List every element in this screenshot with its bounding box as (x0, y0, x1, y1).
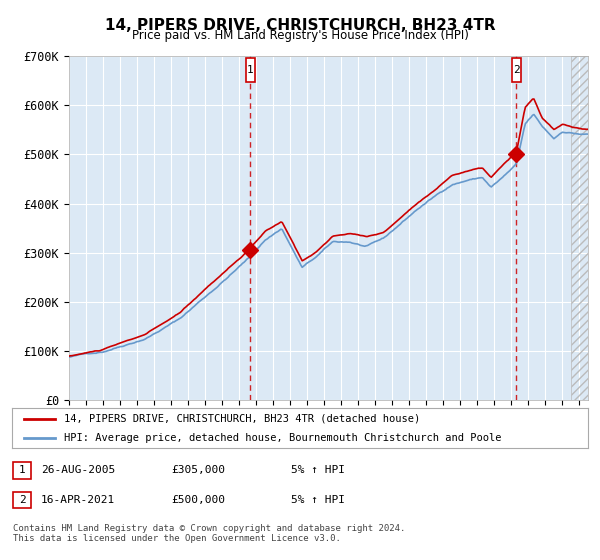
Text: £500,000: £500,000 (171, 495, 225, 505)
Text: 14, PIPERS DRIVE, CHRISTCHURCH, BH23 4TR (detached house): 14, PIPERS DRIVE, CHRISTCHURCH, BH23 4TR… (64, 414, 420, 424)
Text: HPI: Average price, detached house, Bournemouth Christchurch and Poole: HPI: Average price, detached house, Bour… (64, 433, 502, 443)
Text: 1: 1 (19, 465, 26, 475)
Text: Price paid vs. HM Land Registry's House Price Index (HPI): Price paid vs. HM Land Registry's House … (131, 29, 469, 42)
Text: Contains HM Land Registry data © Crown copyright and database right 2024.
This d: Contains HM Land Registry data © Crown c… (13, 524, 406, 543)
FancyBboxPatch shape (512, 58, 521, 82)
Text: 5% ↑ HPI: 5% ↑ HPI (291, 465, 345, 475)
Text: 2: 2 (513, 65, 520, 75)
Text: 5% ↑ HPI: 5% ↑ HPI (291, 495, 345, 505)
Text: 1: 1 (247, 65, 254, 75)
FancyBboxPatch shape (245, 58, 255, 82)
Text: 26-AUG-2005: 26-AUG-2005 (41, 465, 115, 475)
Text: 2: 2 (19, 495, 26, 505)
Text: 14, PIPERS DRIVE, CHRISTCHURCH, BH23 4TR: 14, PIPERS DRIVE, CHRISTCHURCH, BH23 4TR (104, 18, 496, 33)
Text: 16-APR-2021: 16-APR-2021 (41, 495, 115, 505)
Text: £305,000: £305,000 (171, 465, 225, 475)
